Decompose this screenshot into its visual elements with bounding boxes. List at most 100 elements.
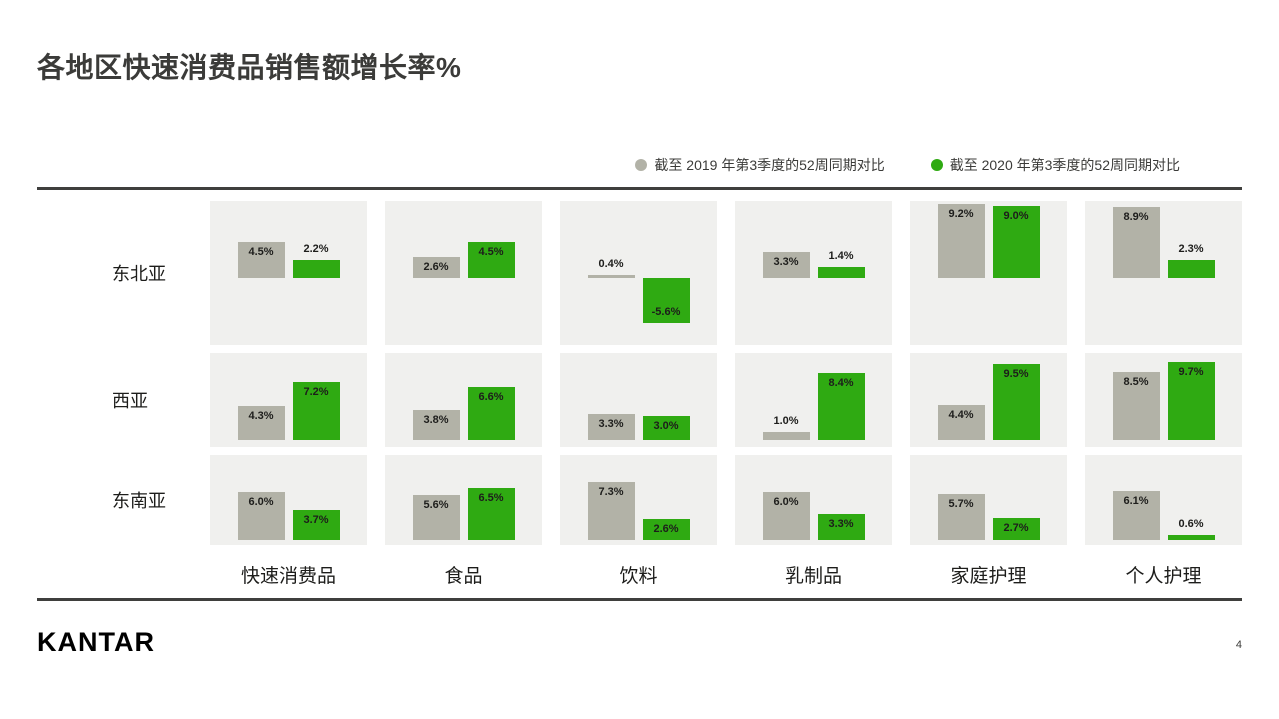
bar-value-label: 2.3% (1178, 242, 1204, 255)
category-label: 饮料 (619, 566, 658, 587)
bar-value-label: 2.6% (653, 523, 679, 536)
chart-row: 东北亚 4.5% 2.2% 2.6% 4.5% 0.4% -5.6% 3.3% 1.4% 9.2%… (37, 201, 1242, 345)
chart-panel: 6.1% 0.6% (1085, 455, 1242, 545)
bar-value-label: 9.0% (1003, 210, 1029, 222)
chart-panel: 4.5% 2.2% (210, 201, 367, 345)
bar-2020 (992, 518, 1040, 540)
category-label: 快速消费品 (240, 566, 336, 587)
bar-value-label: 6.1% (1123, 495, 1149, 508)
bar-value-label: 6.5% (478, 492, 504, 504)
bar-value-label: 4.5% (478, 246, 504, 258)
bar-value-label: 3.8% (423, 413, 449, 426)
chart-panel: 0.4% -5.6% (560, 201, 717, 345)
bar-value-label: 3.3% (598, 417, 624, 430)
chart-row: 东南亚 6.0% 3.7% 5.6% 6.5% 7.3% 2.6% 6.0% 3.3% 5.7% 2… (37, 455, 1242, 545)
bar-2020 (642, 416, 690, 440)
bar-2020 (992, 364, 1040, 440)
bar-2019 (937, 404, 985, 440)
bar-value-label: 2.7% (1003, 522, 1029, 535)
legend-label-2019: 截至 2019 年第3季度的52周同期对比 (654, 157, 885, 173)
bar-2019 (587, 274, 635, 278)
bar-2019 (412, 495, 460, 540)
bar-2020 (642, 278, 690, 323)
bar-2020 (1167, 259, 1215, 278)
chart-panel: 3.3% 1.4% (735, 201, 892, 345)
bar-value-label: 9.7% (1178, 366, 1204, 379)
bar-2020 (1167, 535, 1215, 540)
bar-2020 (467, 488, 515, 540)
chart-panel: 3.3% 3.0% (560, 353, 717, 447)
bar-value-label: -5.6% (651, 305, 681, 318)
chart-panel: 1.0% 8.4% (735, 353, 892, 447)
bar-2019 (1112, 206, 1160, 278)
category-row: 快速消费品 食品 饮料 乳制品 家庭护理 个人护理 (37, 561, 1242, 588)
footer: KANTAR 4 (37, 627, 1242, 658)
chart-row: 西亚 4.3% 7.2% 3.8% 6.6% 3.3% 3.0% 1.0% 8.4% 4.4% 9.… (37, 353, 1242, 447)
region-label: 东北亚 (112, 264, 166, 284)
page-number: 4 (1235, 638, 1242, 651)
bar-value-label: 0.4% (598, 257, 624, 270)
chart-grid: 东北亚 4.5% 2.2% 2.6% 4.5% 0.4% -5.6% 3.3% 1.4% 9.2%… (37, 201, 1242, 545)
legend-dot-2019-icon (635, 159, 648, 171)
legend-item-2020: 截至 2020 年第3季度的52周同期对比 (930, 155, 1180, 175)
bar-value-label: 2.2% (303, 243, 329, 256)
bar-value-label: 6.0% (773, 496, 799, 508)
bar-2019 (1112, 491, 1160, 540)
bar-value-label: 5.6% (423, 499, 449, 512)
category-label: 乳制品 (784, 566, 842, 587)
legend: 截至 2019 年第3季度的52周同期对比 截至 2020 年第3季度的52周同… (37, 156, 1242, 174)
bar-value-label: 4.3% (248, 409, 274, 422)
category-label: 食品 (444, 566, 483, 587)
bar-2019 (237, 405, 285, 440)
bar-2019 (587, 481, 635, 540)
bar-value-label: 1.4% (828, 249, 854, 262)
legend-item-2019: 截至 2019 年第3季度的52周同期对比 (635, 155, 885, 175)
chart-panel: 6.0% 3.7% (210, 455, 367, 545)
kantar-logo: KANTAR (37, 627, 155, 657)
bar-2019 (237, 492, 285, 540)
bar-2020 (292, 510, 340, 540)
bar-2019 (587, 413, 635, 440)
bar-2020 (292, 382, 340, 440)
bar-value-label: 3.7% (303, 514, 329, 527)
bar-value-label: 0.6% (1178, 518, 1204, 531)
chart-panel: 4.3% 7.2% (210, 353, 367, 447)
bar-2019 (1112, 372, 1160, 440)
bar-value-label: 3.3% (828, 517, 854, 530)
chart-panel: 2.6% 4.5% (385, 201, 542, 345)
bar-2020 (467, 387, 515, 440)
bar-value-label: 6.0% (248, 496, 274, 508)
category-label: 个人护理 (1125, 566, 1202, 587)
page-title: 各地区快速消费品销售额增长率% (37, 52, 462, 83)
bar-value-label: 4.4% (948, 408, 974, 421)
bar-value-label: 3.3% (773, 255, 799, 268)
bottom-rule (37, 598, 1242, 601)
legend-label-2020: 截至 2020 年第3季度的52周同期对比 (949, 157, 1180, 173)
chart-panel: 7.3% 2.6% (560, 455, 717, 545)
legend-dot-2020-icon (930, 159, 943, 171)
bar-2020 (467, 242, 515, 278)
bar-value-label: 7.3% (598, 485, 624, 498)
bar-value-label: 7.2% (303, 386, 329, 399)
category-label: 家庭护理 (950, 566, 1027, 587)
bar-value-label: 9.5% (1003, 368, 1029, 380)
chart-panel: 8.9% 2.3% (1085, 201, 1242, 345)
bar-2020 (1167, 362, 1215, 440)
category-row-spacer (37, 561, 192, 588)
chart-panel: 4.4% 9.5% (910, 353, 1067, 447)
bar-value-label: 8.4% (828, 376, 854, 389)
bar-2020 (642, 519, 690, 540)
chart-panel: 6.0% 3.3% (735, 455, 892, 545)
region-label: 东南亚 (112, 491, 166, 511)
bar-2019 (937, 204, 985, 278)
bar-value-label: 1.0% (773, 415, 799, 427)
chart-panel: 5.6% 6.5% (385, 455, 542, 545)
bar-2020 (992, 206, 1040, 278)
bar-2019 (412, 409, 460, 440)
bar-value-label: 3.0% (653, 420, 679, 432)
bar-2020 (817, 513, 865, 540)
bar-value-label: 5.7% (948, 498, 974, 511)
bar-value-label: 8.9% (1123, 210, 1149, 223)
bar-2019 (412, 257, 460, 278)
